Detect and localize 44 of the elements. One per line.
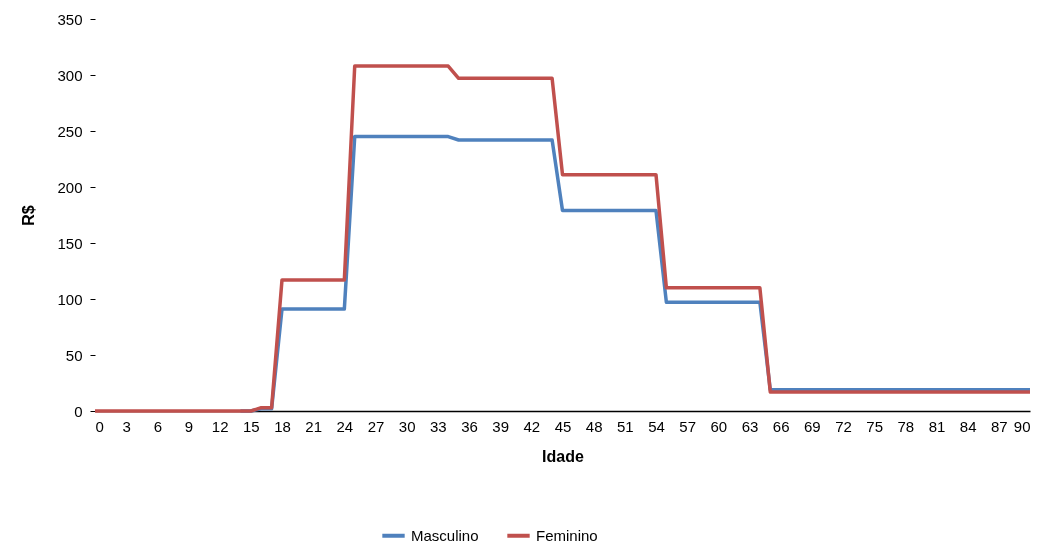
y-tick-label: 200 [57, 178, 83, 196]
line-series [93, 64, 1032, 413]
x-tick-label: 57 [679, 417, 697, 435]
x-tick-label: 69 [803, 417, 821, 435]
x-axis-title: Idade [542, 447, 584, 465]
x-tick-label: 78 [897, 417, 915, 435]
x-tick-label: 72 [835, 417, 852, 435]
x-tick-label: 48 [585, 417, 603, 435]
y-tick-label: 150 [57, 234, 83, 252]
legend-label: Feminino [536, 526, 598, 544]
x-tick-label: 45 [554, 417, 572, 435]
x-tick-label: 15 [242, 417, 260, 435]
x-tick-label: 9 [184, 417, 194, 435]
legend-label: Masculino [411, 526, 479, 544]
y-tick-label: 100 [57, 290, 83, 308]
x-tick-label: 18 [274, 417, 291, 435]
x-tick-label: 66 [772, 417, 790, 435]
y-axis-title: R$ [20, 205, 38, 226]
y-tick-label: 300 [57, 66, 83, 84]
x-tick-label: 87 [990, 417, 1008, 435]
x-tick-label: 0 [95, 417, 104, 435]
x-tick-label: 27 [367, 417, 385, 435]
x-tick-label: 75 [866, 417, 884, 435]
x-tick-label: 6 [153, 417, 163, 435]
x-tick-label: 3 [122, 417, 131, 435]
x-tick-label: 12 [211, 417, 229, 435]
x-tick-label: 36 [461, 417, 478, 435]
x-tick-label: 33 [429, 417, 447, 435]
x-tick-label: 42 [523, 417, 541, 435]
x-tick-label: 63 [741, 417, 759, 435]
x-tick-label: 30 [398, 417, 416, 435]
x-tick-label: 24 [336, 417, 354, 435]
y-tick-label: 350 [57, 10, 83, 28]
x-tick-label: 81 [928, 417, 946, 435]
x-tick-label: 39 [492, 417, 510, 435]
x-tick-label: 90 [1013, 417, 1031, 435]
x-tick-label: 51 [616, 417, 634, 435]
y-tick-label: 0 [74, 402, 83, 420]
x-tick-label: 54 [648, 417, 665, 435]
y-tick-label: 50 [65, 346, 83, 364]
x-tick-label: 21 [305, 417, 323, 435]
y-tick-label: 250 [57, 122, 83, 140]
x-tick-label: 84 [959, 417, 977, 435]
x-tick-label: 60 [710, 417, 728, 435]
